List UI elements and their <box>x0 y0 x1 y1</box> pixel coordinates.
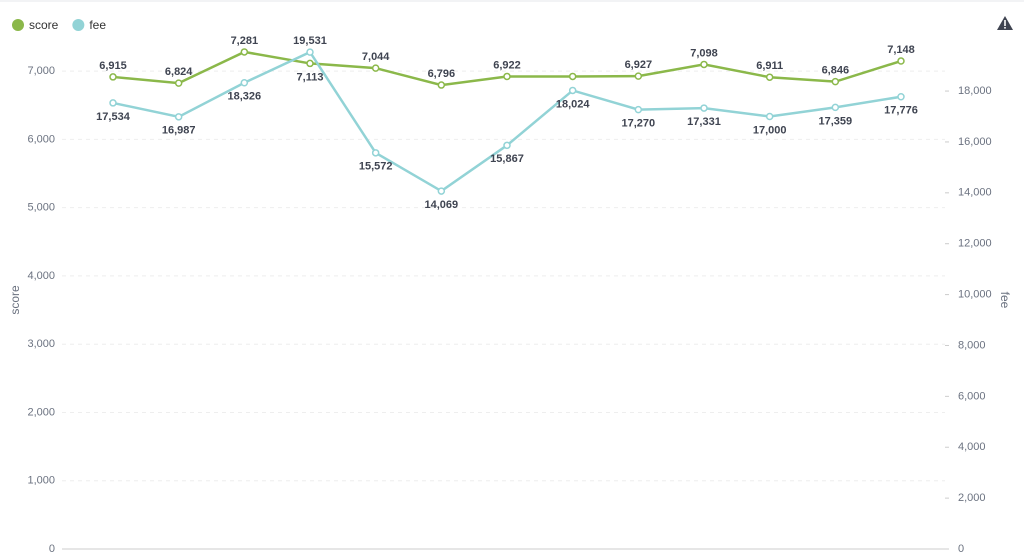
point <box>897 93 905 101</box>
point <box>503 141 511 150</box>
point <box>634 105 643 114</box>
point <box>371 149 380 157</box>
y-tick-label: 0 <box>49 543 55 555</box>
legend-label: score <box>29 18 59 32</box>
data-label: 17,270 <box>622 118 656 130</box>
data-label: 17,000 <box>753 124 787 136</box>
y-axis-title: score <box>8 285 22 315</box>
data-label: 6,824 <box>165 66 193 78</box>
y2-tick-label: 16,000 <box>958 136 992 148</box>
y2-tick-label: 18,000 <box>958 85 992 97</box>
data-label: 6,796 <box>428 68 456 80</box>
data-label: 6,911 <box>756 60 783 72</box>
data-label: 17,776 <box>884 105 918 117</box>
data-label: 6,846 <box>822 65 850 77</box>
point <box>437 81 446 89</box>
y-tick-label: 6,000 <box>27 133 55 145</box>
legend-swatch <box>72 19 85 31</box>
data-label: 15,572 <box>359 161 393 173</box>
point <box>437 187 446 195</box>
y2-tick-label: 12,000 <box>958 238 992 250</box>
point <box>371 64 380 72</box>
data-label: 14,069 <box>425 199 459 211</box>
point <box>109 73 117 81</box>
y2-tick-label: 0 <box>958 543 964 555</box>
legend-swatch <box>12 19 24 31</box>
point <box>306 59 314 68</box>
data-label: 6,922 <box>493 59 521 71</box>
point <box>831 77 840 86</box>
data-label: 7,113 <box>297 71 324 83</box>
point <box>700 104 708 112</box>
point <box>174 113 183 121</box>
data-label: 17,359 <box>819 115 853 127</box>
data-label: 6,915 <box>99 60 127 72</box>
legend-label: fee <box>89 18 106 32</box>
data-label: 16,987 <box>162 125 196 137</box>
data-label: 17,534 <box>96 111 131 123</box>
y2-axis-title: fee <box>998 292 1012 309</box>
point <box>240 48 249 56</box>
point <box>306 48 314 56</box>
y2-tick-label: 2,000 <box>958 492 986 504</box>
data-label: 6,927 <box>625 59 653 71</box>
point <box>503 72 511 81</box>
point <box>109 99 117 107</box>
point <box>568 86 577 95</box>
data-label: 7,098 <box>690 47 718 59</box>
y-tick-label: 5,000 <box>27 202 55 214</box>
data-label: 15,867 <box>490 153 524 165</box>
y2-tick-label: 8,000 <box>958 339 986 351</box>
y2-tick-label: 10,000 <box>958 288 992 300</box>
data-label: 7,281 <box>231 35 259 47</box>
y2-tick-label: 14,000 <box>958 187 992 199</box>
point <box>700 60 708 69</box>
warning-icon <box>997 16 1013 30</box>
point <box>634 72 643 80</box>
point <box>568 72 577 81</box>
y2-tick-label: 6,000 <box>958 390 986 402</box>
y-tick-label: 7,000 <box>27 65 55 77</box>
point <box>765 112 774 121</box>
data-label: 17,331 <box>687 116 721 128</box>
point <box>765 73 774 81</box>
data-label: 18,326 <box>228 91 262 103</box>
point <box>240 79 249 87</box>
y-tick-label: 1,000 <box>27 475 55 487</box>
y-tick-label: 2,000 <box>27 406 55 418</box>
y-tick-label: 3,000 <box>27 338 55 350</box>
point <box>174 79 183 87</box>
data-label: 7,148 <box>887 44 915 56</box>
point <box>897 57 905 65</box>
y-tick-label: 4,000 <box>27 270 55 282</box>
y2-tick-label: 4,000 <box>958 441 986 453</box>
data-label: 18,024 <box>556 98 591 110</box>
data-label: 19,531 <box>293 35 327 47</box>
point <box>831 103 840 112</box>
data-label: 7,044 <box>362 51 390 63</box>
